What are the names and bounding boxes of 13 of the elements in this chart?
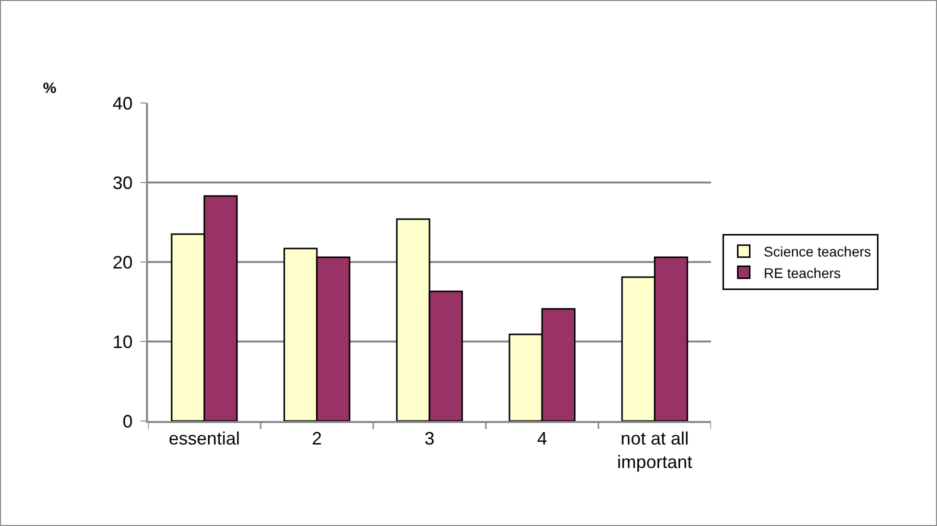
- y-axis-title: %: [43, 80, 56, 97]
- x-tick-label: not at all important: [617, 428, 692, 472]
- y-tick-label: 20: [112, 252, 133, 272]
- y-tick-label: 40: [112, 93, 133, 114]
- legend-label: RE teachers: [764, 264, 841, 281]
- y-tick-label: 0: [122, 411, 133, 432]
- x-tick-label: 4: [537, 428, 548, 448]
- x-tick-label: essential: [168, 428, 240, 448]
- y-tick-label: 10: [112, 332, 133, 352]
- x-tick-label: 3: [424, 428, 435, 448]
- y-tick-label: 30: [112, 172, 133, 193]
- legend-label: Science teachers: [764, 244, 872, 260]
- x-tick-label: 2: [312, 428, 322, 448]
